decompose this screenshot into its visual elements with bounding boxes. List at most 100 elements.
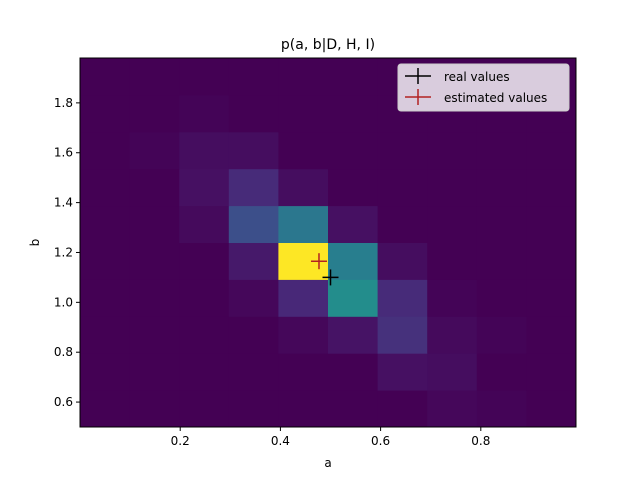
heatmap-cell-r3-c3 — [228, 279, 279, 317]
heatmap-cell-r6-c3 — [228, 168, 279, 207]
heatmap-cell-r2-c1 — [129, 316, 180, 354]
chart-title: p(a, b|D, H, I) — [281, 37, 375, 53]
heatmap-cell-r1-c9 — [526, 353, 577, 391]
heatmap-cell-r7-c2 — [179, 131, 230, 170]
x-tick-label: 0.8 — [471, 434, 490, 448]
x-tick-label: 0.2 — [171, 434, 190, 448]
heatmap-cell-r9-c0 — [80, 58, 131, 96]
heatmap-cell-r7-c8 — [476, 131, 527, 170]
heatmap-cell-r9-c5 — [328, 58, 379, 96]
heatmap-cell-r2-c3 — [228, 316, 279, 354]
heatmap-cell-r0-c6 — [377, 390, 428, 428]
heatmap-cell-r7-c1 — [129, 131, 180, 170]
legend: real values estimated values — [397, 63, 570, 112]
heatmap-cell-r8-c0 — [80, 94, 131, 133]
plot-frame — [79, 57, 577, 428]
legend-entry-real: real values — [405, 68, 510, 84]
heatmap-cell-r4-c6 — [377, 242, 428, 280]
legend-estimated-label: estimated values — [444, 91, 547, 105]
y-axis-label: b — [28, 239, 42, 247]
heatmap-cell-r6-c9 — [526, 168, 577, 207]
heatmap-cell-r2-c2 — [179, 316, 230, 354]
heatmap-cell-r9-c3 — [228, 58, 279, 96]
heatmap-cell-r1-c3 — [228, 353, 279, 391]
heatmap-cell-r7-c6 — [377, 131, 428, 170]
legend-box — [397, 63, 570, 112]
heatmap-cell-r3-c7 — [427, 279, 478, 317]
heatmap-cell-r8-c2 — [179, 94, 230, 133]
x-tick-label: 0.4 — [271, 434, 290, 448]
heatmap-cell-r1-c1 — [129, 353, 180, 391]
y-tick-label: 1.6 — [54, 146, 73, 160]
y-tick-label: 1.4 — [54, 196, 73, 210]
heatmap-cell-r1-c4 — [278, 353, 329, 391]
marker-estimated-values — [310, 253, 327, 270]
heatmap-cell-r5-c5 — [328, 205, 379, 243]
heatmap-cell-r2-c0 — [80, 316, 131, 354]
heatmap-cell-r1-c5 — [328, 353, 379, 391]
heatmap-cell-r2-c6 — [377, 316, 428, 354]
heatmap-cell-r3-c5 — [328, 279, 379, 317]
y-tick-label: 0.6 — [54, 395, 73, 409]
heatmap-cell-r2-c5 — [328, 316, 379, 354]
heatmap-cell-r0-c8 — [476, 390, 527, 428]
marker-real-values — [322, 269, 339, 286]
heatmap-cell-r0-c9 — [526, 390, 577, 428]
heatmap-cell-r5-c4 — [278, 205, 329, 243]
heatmap-cell-r5-c0 — [80, 205, 131, 243]
heatmap-cell-r0-c1 — [129, 390, 180, 428]
heatmap-cell-r5-c6 — [377, 205, 428, 243]
heatmap-cell-r9-c1 — [129, 58, 180, 96]
heatmap-cell-r3-c2 — [179, 279, 230, 317]
heatmap-cell-r4-c5 — [328, 242, 379, 280]
heatmap-cell-r3-c1 — [129, 279, 180, 317]
heatmap-cells — [80, 58, 577, 428]
y-tick-label: 1.2 — [54, 245, 73, 259]
heatmap-cell-r2-c4 — [278, 316, 329, 354]
heatmap-cell-r5-c2 — [179, 205, 230, 243]
legend-entry-estimated: estimated values — [405, 89, 547, 105]
y-tick-label: 1.0 — [54, 295, 73, 309]
heatmap-cell-r4-c7 — [427, 242, 478, 280]
y-axis-ticks: 0.6 0.8 1.0 1.2 1.4 1.6 1.8 — [54, 96, 80, 409]
heatmap-cell-r8-c3 — [228, 94, 279, 133]
x-tick-label: 0.6 — [371, 434, 390, 448]
heatmap-cell-r1-c2 — [179, 353, 230, 391]
heatmap-cell-r7-c7 — [427, 131, 478, 170]
heatmap-cell-r3-c9 — [526, 279, 577, 317]
heatmap-cell-r8-c5 — [328, 94, 379, 133]
heatmap-cell-r2-c7 — [427, 316, 478, 354]
heatmap-cell-r4-c9 — [526, 242, 577, 280]
heatmap-cell-r1-c8 — [476, 353, 527, 391]
heatmap-cell-r6-c0 — [80, 168, 131, 207]
heatmap-cell-r3-c8 — [476, 279, 527, 317]
heatmap-cell-r2-c9 — [526, 316, 577, 354]
heatmap-cell-r3-c0 — [80, 279, 131, 317]
y-tick-label: 0.8 — [54, 345, 73, 359]
heatmap-cell-r0-c3 — [228, 390, 279, 428]
heatmap-cell-r0-c2 — [179, 390, 230, 428]
heatmap-cell-r9-c4 — [278, 58, 329, 96]
heatmap-cell-r4-c2 — [179, 242, 230, 280]
markers — [310, 253, 339, 286]
heatmap-cell-r5-c9 — [526, 205, 577, 243]
heatmap-cell-r6-c1 — [129, 168, 180, 207]
heatmap-cell-r6-c6 — [377, 168, 428, 207]
heatmap-cell-r3-c6 — [377, 279, 428, 317]
heatmap-cell-r1-c0 — [80, 353, 131, 391]
legend-real-label: real values — [444, 70, 510, 84]
heatmap-cell-r6-c4 — [278, 168, 329, 207]
heatmap-cell-r5-c1 — [129, 205, 180, 243]
heatmap-cell-r7-c4 — [278, 131, 329, 170]
heatmap-cell-r5-c7 — [427, 205, 478, 243]
heatmap-cell-r0-c7 — [427, 390, 478, 428]
heatmap-cell-r8-c1 — [129, 94, 180, 133]
heatmap-cell-r1-c6 — [377, 353, 428, 391]
heatmap-cell-r6-c7 — [427, 168, 478, 207]
heatmap-cell-r6-c2 — [179, 168, 230, 207]
heatmap-cell-r4-c8 — [476, 242, 527, 280]
heatmap-cell-r0-c4 — [278, 390, 329, 428]
heatmap-cell-r3-c4 — [278, 279, 329, 317]
x-axis-label: a — [324, 456, 331, 470]
heatmap-cell-r0-c5 — [328, 390, 379, 428]
